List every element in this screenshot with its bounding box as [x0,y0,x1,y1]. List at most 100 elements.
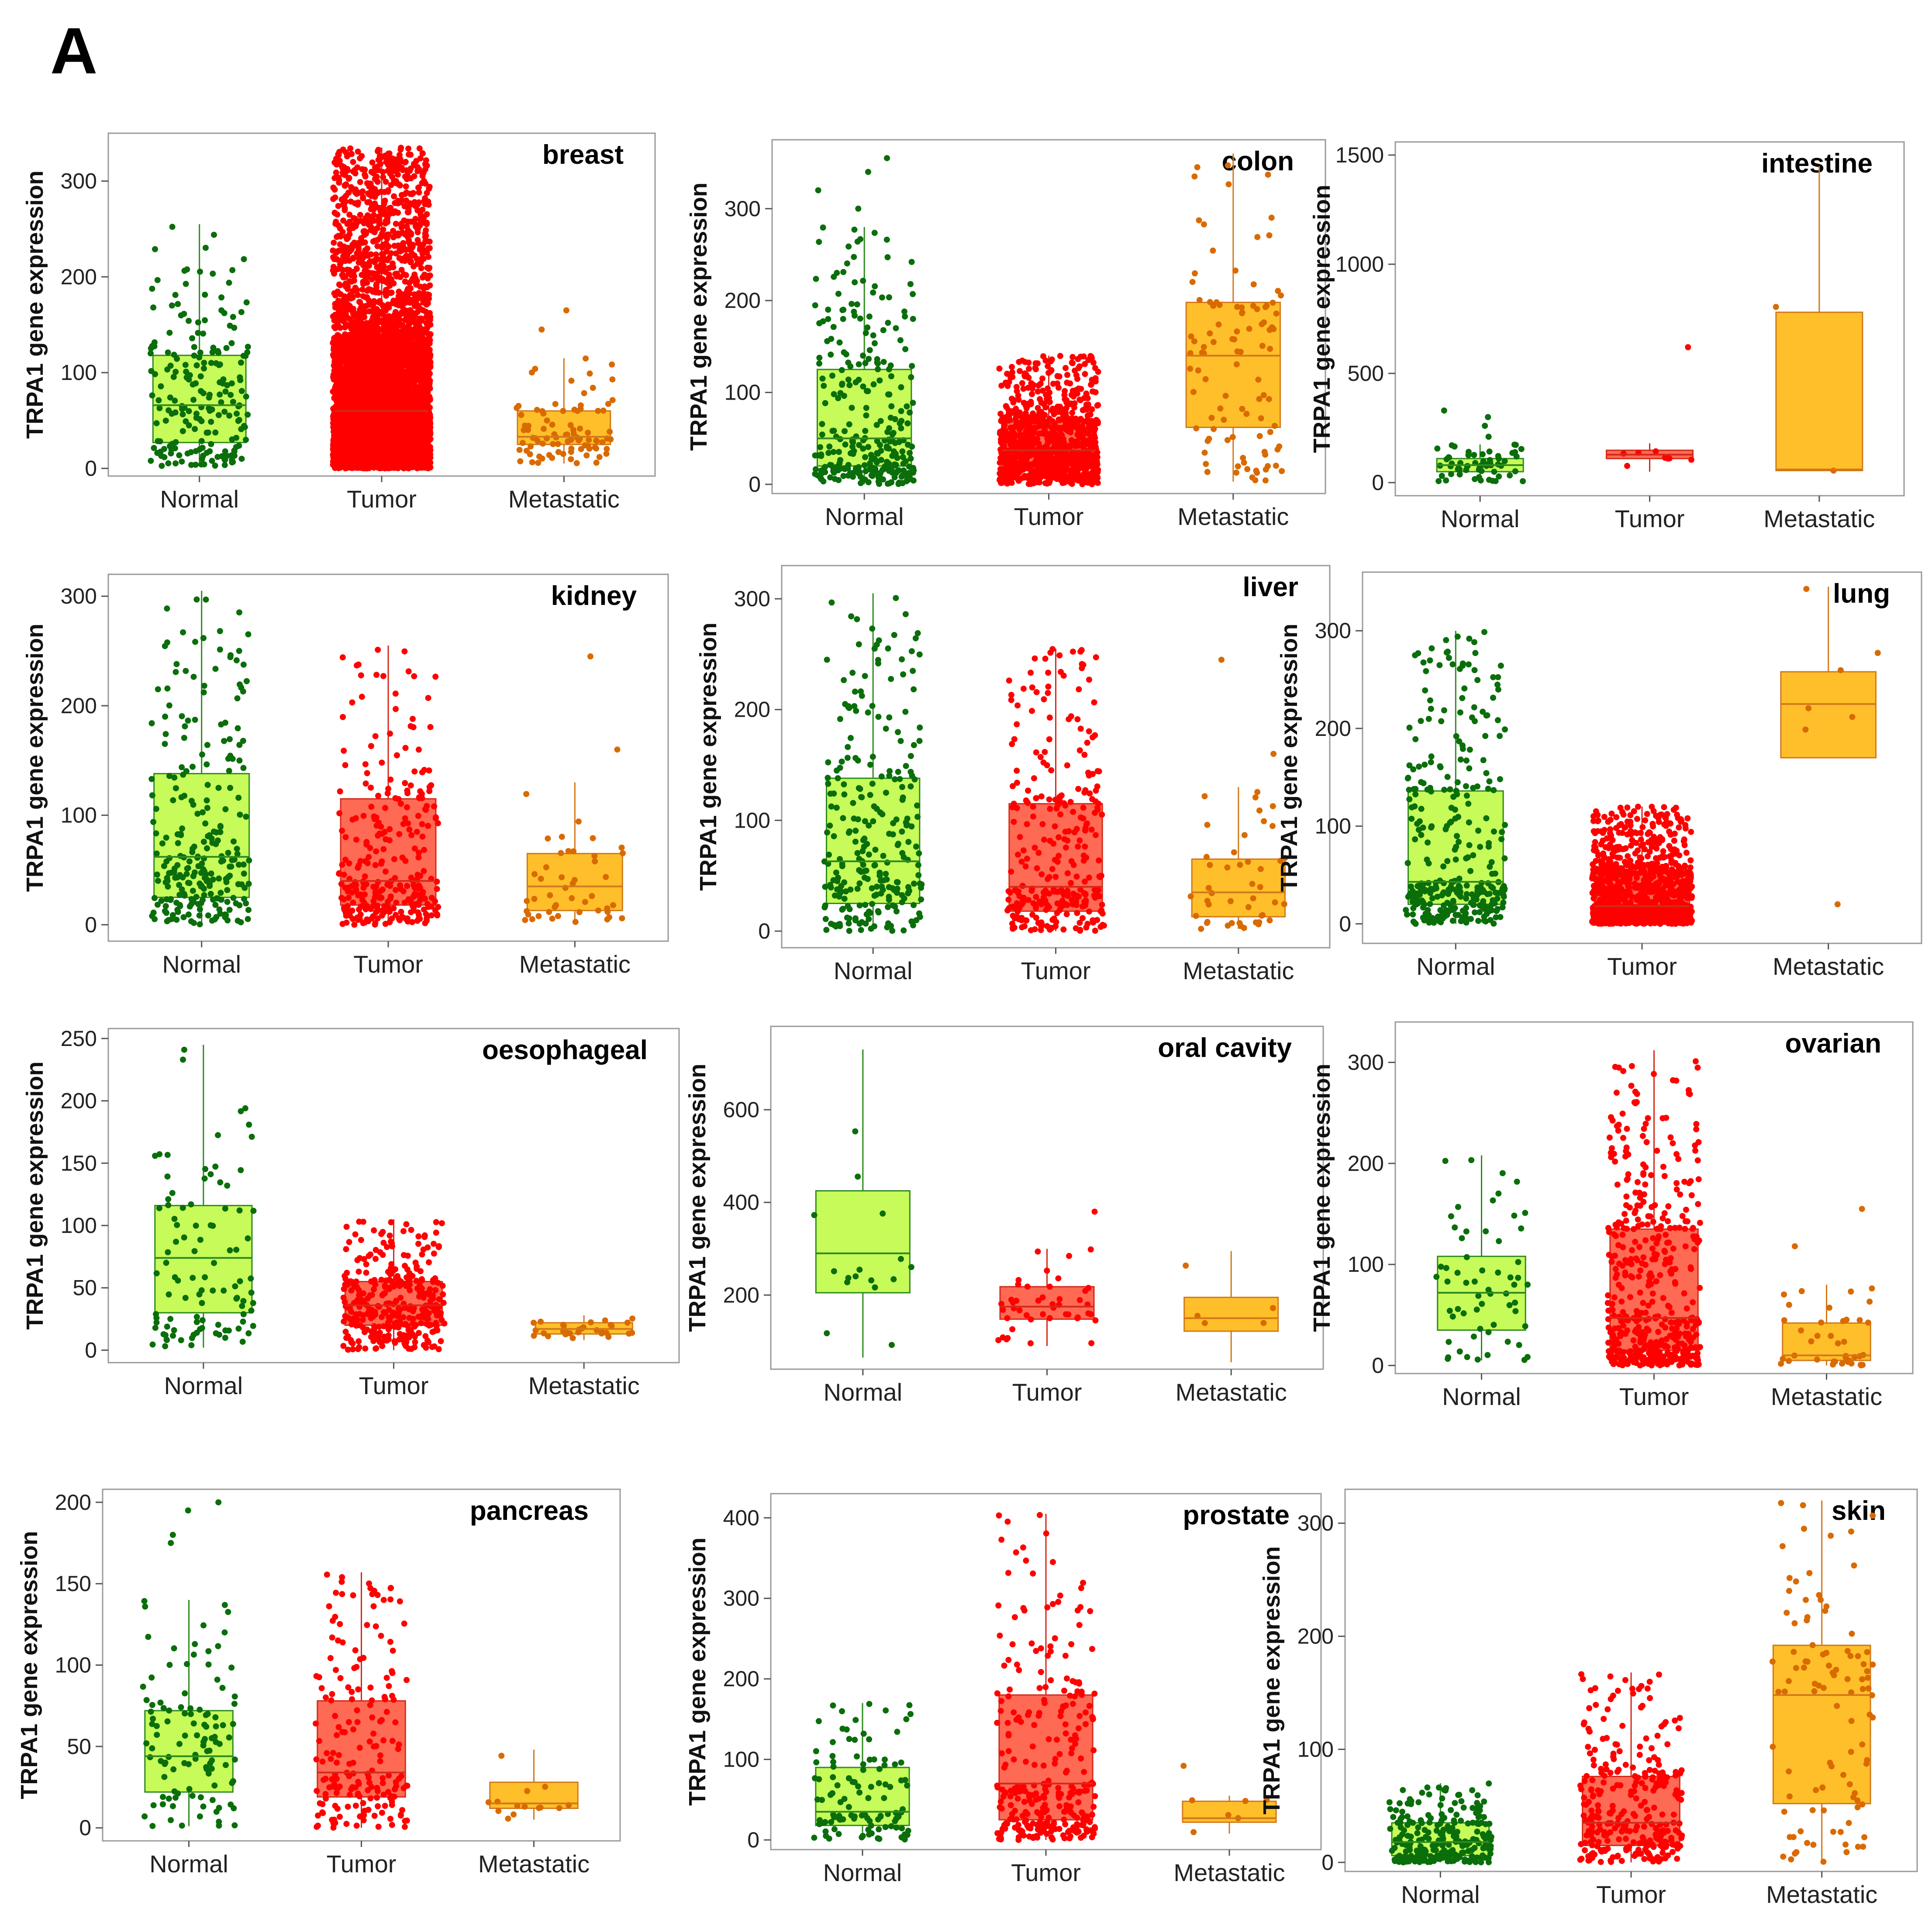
data-point [356,299,362,305]
y-tick-label: 300 [61,169,97,193]
data-point [167,394,173,401]
data-point [229,459,235,466]
data-point [427,352,434,358]
y-axis-label: TRPA1 gene expression [22,170,48,438]
data-point [188,462,195,468]
data-point [178,312,184,319]
data-point [405,209,412,215]
data-point [169,302,175,309]
data-point [407,152,414,158]
data-point [417,220,424,226]
data-point [378,234,384,240]
data-point [183,418,189,425]
data-point [388,380,394,387]
data-point [182,362,189,368]
data-point [353,266,360,272]
data-point [201,461,207,468]
data-point [362,294,369,300]
data-point [200,365,207,372]
data-point [167,362,174,369]
data-point [359,320,365,327]
data-point [427,385,433,392]
data-point [419,171,426,177]
data-point [153,420,160,427]
data-point [148,458,154,464]
data-point [183,281,189,287]
data-point [212,429,219,436]
data-point [172,439,179,445]
data-point [373,284,380,291]
data-point [238,456,245,462]
data-point [400,323,407,330]
data-point [219,453,225,459]
data-point [172,409,179,416]
data-point [333,352,339,359]
data-point [356,374,362,381]
data-point [361,261,367,267]
data-point [380,153,386,160]
data-point [330,313,336,320]
data-point [418,373,424,380]
data-point [384,231,390,238]
data-point [374,189,381,196]
data-point [332,194,338,201]
data-point [397,199,404,206]
data-point [198,418,205,425]
data-point [348,269,354,275]
data-point [347,145,354,152]
data-point [409,391,415,397]
y-tick-label: 200 [61,265,97,289]
data-point [190,397,197,403]
data-point [333,218,339,225]
data-point [422,238,429,244]
data-point [149,392,155,399]
data-point [228,340,235,346]
data-point [398,266,405,273]
data-point [357,155,363,162]
data-point [172,292,179,298]
data-point [345,190,352,196]
data-point [333,169,339,176]
data-point [213,360,219,366]
data-point [197,269,203,275]
data-point [229,267,236,273]
data-point [403,183,409,190]
data-point [330,247,336,254]
data-point [215,412,222,418]
data-point [241,256,247,262]
data-point [351,337,358,343]
data-point [331,372,338,378]
data-point [404,338,411,344]
data-point [336,158,343,164]
data-point [372,418,378,425]
data-point [237,374,243,380]
data-point [195,330,201,336]
data-point [375,147,382,153]
data-point [206,394,212,401]
data-point [359,287,366,293]
data-point [151,445,157,451]
data-point [170,374,177,380]
data-point [208,441,214,447]
data-point [395,425,401,431]
data-point [414,201,421,208]
data-point [379,308,385,315]
data-point [423,379,430,385]
data-point [360,194,366,200]
data-point [227,322,233,329]
data-point [350,159,356,165]
data-point [147,350,154,357]
data-point [340,274,347,281]
data-point [386,271,393,278]
data-point [363,246,370,253]
data-point [392,208,398,214]
data-point [218,399,224,406]
data-point [230,399,236,405]
data-point [361,280,367,287]
data-point [210,345,217,351]
data-point [386,265,393,271]
data-point [150,304,157,311]
data-point [362,171,368,178]
data-point [168,446,175,453]
data-point [385,187,391,193]
